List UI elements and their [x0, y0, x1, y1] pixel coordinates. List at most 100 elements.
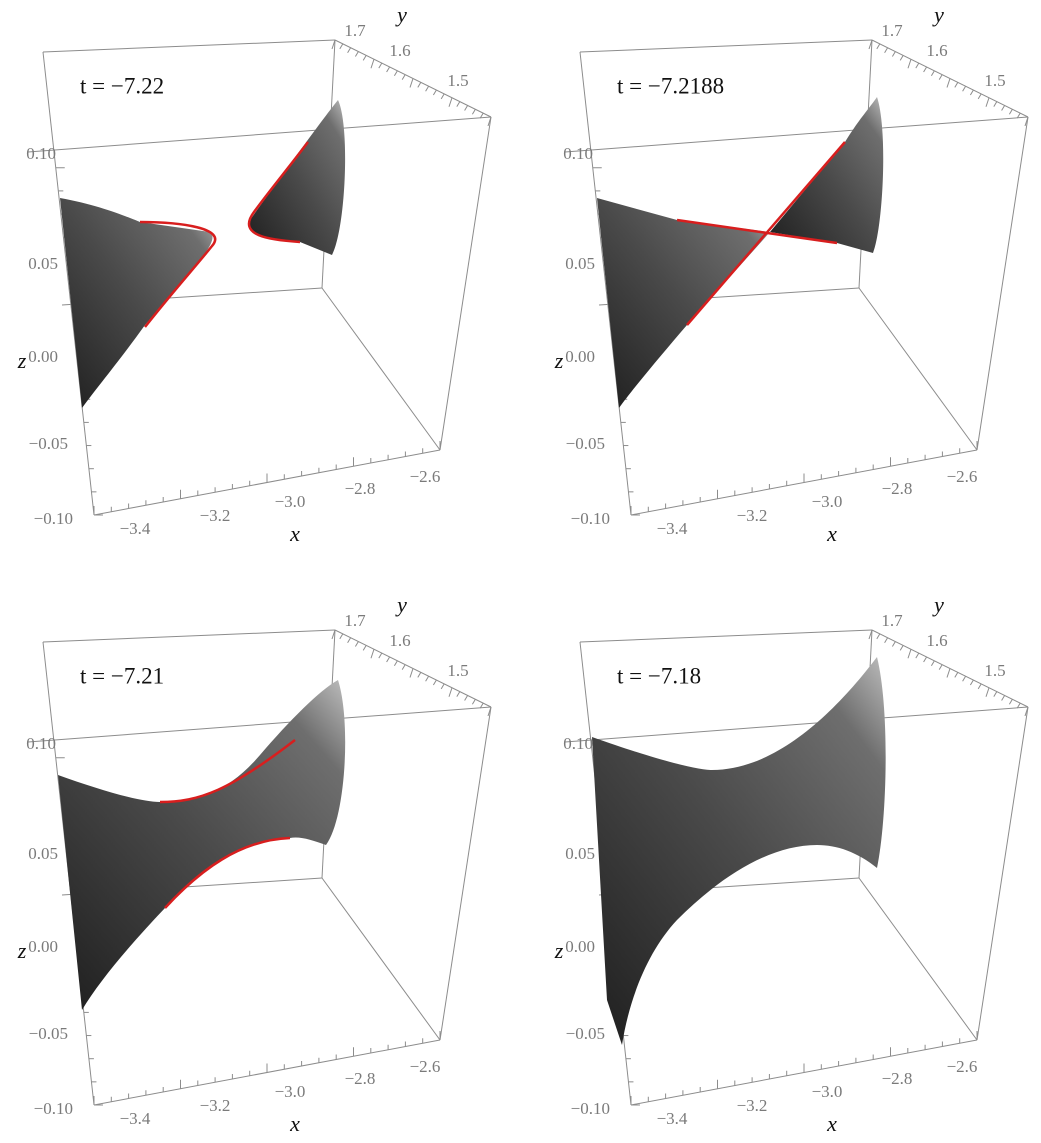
tick [440, 683, 445, 690]
y-tick-label: 1.5 [984, 71, 1005, 90]
box-edge [439, 706, 492, 1041]
tick [417, 672, 422, 678]
tick [969, 679, 974, 686]
tick [977, 93, 982, 100]
tick [993, 101, 998, 107]
x-tick-label: −3.4 [120, 519, 151, 538]
tick [440, 93, 445, 100]
y-tick-label: 1.7 [344, 611, 366, 630]
tick [354, 51, 359, 57]
box-edge [976, 706, 1029, 1041]
x-axis-label: x [826, 1111, 837, 1136]
tick [331, 39, 336, 50]
tick [899, 55, 904, 61]
contact-curve [139, 220, 217, 328]
tick [456, 101, 461, 107]
t-label: t = −7.22 [80, 73, 164, 98]
surface [770, 97, 884, 253]
z-tick-label: −0.10 [34, 509, 73, 528]
tick [962, 675, 967, 682]
tick [347, 637, 352, 643]
tick [401, 74, 406, 80]
x-tick-label: −2.6 [947, 1057, 978, 1076]
tick [1016, 702, 1021, 709]
x-tick-label: −2.8 [882, 1069, 913, 1088]
box-edge [42, 629, 336, 643]
box-edge [439, 116, 492, 451]
tick [354, 641, 359, 647]
y-tick-label: 1.6 [926, 631, 947, 650]
x-tick-label: −3.0 [812, 492, 843, 511]
y-axis-label: y [395, 2, 407, 27]
tick [946, 78, 951, 88]
surface [60, 198, 213, 408]
x-tick-label: −3.4 [657, 1109, 688, 1128]
box-edge [27, 116, 492, 153]
x-tick-label: −3.2 [737, 506, 768, 525]
z-tick-label: 0.10 [563, 734, 593, 753]
tick [417, 82, 422, 88]
panel: t = −7.2188 0.10 0.05 0.00 −0.05 −0.10 −3.4 −3.… [554, 2, 1029, 546]
z-axis-label: z [17, 348, 27, 373]
tick [946, 668, 951, 678]
box-edge [579, 629, 873, 643]
tick [479, 702, 484, 709]
y-tick-label: 1.5 [447, 661, 468, 680]
tick [907, 59, 912, 69]
box-edge [976, 116, 1029, 451]
x-tick-label: −3.4 [120, 1109, 151, 1128]
x-tick-label: −2.6 [947, 467, 978, 486]
z-tick-label: 0.00 [565, 937, 595, 956]
x-tick-label: −2.6 [410, 467, 441, 486]
tick [915, 652, 920, 659]
z-tick-label: 0.00 [28, 937, 58, 956]
tick [876, 43, 881, 50]
x-axis-label: x [289, 521, 300, 546]
tick [969, 89, 974, 96]
tick [891, 641, 896, 647]
y-tick-label: 1.6 [389, 631, 410, 650]
panel: t = −7.21 0.10 0.05 0.00 −0.05 −0.10 −3.4 −3.2 −… [17, 592, 492, 1136]
z-tick-label: −0.05 [29, 434, 68, 453]
tick [471, 109, 476, 115]
box-edge [564, 116, 1029, 153]
box-edge [579, 39, 873, 53]
tick [386, 656, 391, 663]
tick [456, 691, 461, 697]
tick [487, 706, 492, 717]
box-edge [858, 287, 978, 451]
tick [923, 66, 928, 73]
tick [907, 649, 912, 659]
tick [1001, 105, 1006, 111]
panel: t = −7.18 0.10 0.05 0.00 −0.05 −0.10 −3.4 −3.2 −… [554, 592, 1029, 1136]
z-tick-label: −0.05 [29, 1024, 68, 1043]
tick [1008, 699, 1013, 705]
tick [915, 62, 920, 69]
tick [1024, 706, 1029, 717]
x-axis-label: x [826, 521, 837, 546]
tick [370, 649, 375, 659]
tick [448, 687, 453, 697]
y-tick-label: 1.5 [447, 71, 468, 90]
tick [401, 664, 406, 670]
tick [985, 97, 990, 107]
surface [58, 680, 346, 1010]
tick [884, 47, 889, 53]
x-tick-label: −3.2 [737, 1096, 768, 1115]
tick [409, 78, 414, 88]
tick [464, 695, 469, 701]
z-axis-label: z [17, 938, 27, 963]
tick [962, 85, 967, 92]
x-tick-label: −3.2 [200, 1096, 231, 1115]
tick [471, 699, 476, 705]
z-tick-label: 0.10 [26, 734, 56, 753]
x-tick-label: −2.8 [345, 479, 376, 498]
y-tick-label: 1.6 [389, 41, 410, 60]
box-edge [321, 877, 441, 1041]
tick [1008, 109, 1013, 115]
tick [362, 55, 367, 61]
x-tick-label: −2.8 [882, 479, 913, 498]
x-tick-label: −3.4 [657, 519, 688, 538]
panel: t = −7.22 0.10 0.05 0.00 −0.05 −0.10 −3.4 −3.2 −… [17, 2, 492, 546]
